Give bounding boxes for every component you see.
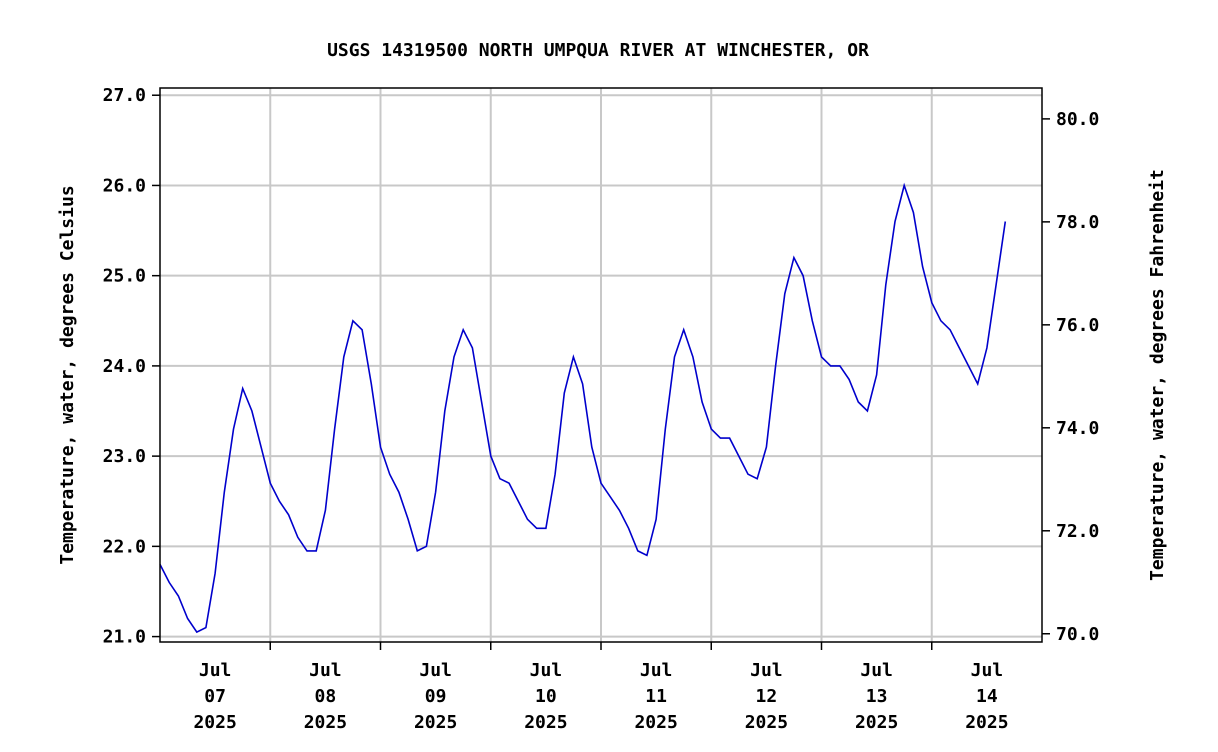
- y-tick-label: 22.0: [103, 536, 146, 557]
- x-tick-label-line: 14: [976, 686, 998, 707]
- y-tick-label: 27.0: [103, 85, 146, 106]
- plot-frame: [159, 87, 1043, 643]
- y-tick-label: 23.0: [103, 446, 146, 467]
- x-tick-label-line: 13: [866, 686, 888, 707]
- chart-title: USGS 14319500 NORTH UMPQUA RIVER AT WINC…: [327, 40, 869, 61]
- x-tick-label-line: 10: [535, 686, 557, 707]
- x-tick-label-line: 2025: [304, 712, 347, 733]
- y2-tick-label: 80.0: [1056, 109, 1099, 130]
- x-tick-label-line: Jul: [199, 660, 232, 681]
- x-tick-label-line: 07: [204, 686, 226, 707]
- x-tick-label: Jul 09 2025: [414, 660, 457, 733]
- x-tick-label-line: 08: [315, 686, 337, 707]
- data-line: [159, 182, 1007, 634]
- x-tick-label-line: 2025: [634, 712, 677, 733]
- x-tick-label-line: 2025: [193, 712, 236, 733]
- y2-axis-label: Temperature, water, degrees Fahrenheit: [1147, 169, 1168, 581]
- y2-tick-label: 72.0: [1056, 521, 1099, 542]
- x-tick-label: Jul 14 2025: [965, 660, 1008, 733]
- x-tick-label-line: 2025: [855, 712, 898, 733]
- x-tick-label: Jul 07 2025: [193, 660, 236, 733]
- y-axis-label: Temperature, water, degrees Celsius: [57, 185, 78, 564]
- y-tick-label: 24.0: [103, 356, 146, 377]
- y-tick-label: 25.0: [103, 266, 146, 287]
- x-tick-label-line: 2025: [745, 712, 788, 733]
- x-tick-label-line: Jul: [309, 660, 342, 681]
- x-tick-label-line: 11: [645, 686, 667, 707]
- x-tick-label: Jul 11 2025: [634, 660, 677, 733]
- x-tick-label-line: 2025: [965, 712, 1008, 733]
- y-tick-label: 21.0: [103, 627, 146, 648]
- x-tick-label: Jul 13 2025: [855, 660, 898, 733]
- x-tick-label-line: 2025: [414, 712, 457, 733]
- x-tick-label: Jul 10 2025: [524, 660, 567, 733]
- y-tick-label: 26.0: [103, 175, 146, 196]
- y2-tick-label: 74.0: [1056, 418, 1099, 439]
- x-tick-label-line: Jul: [860, 660, 893, 681]
- y2-tick-label: 76.0: [1056, 315, 1099, 336]
- x-tick-label-line: 2025: [524, 712, 567, 733]
- y2-tick-label: 70.0: [1056, 624, 1099, 645]
- x-tick-label-line: Jul: [971, 660, 1004, 681]
- x-tick-label-line: 12: [756, 686, 778, 707]
- x-tick-label-line: 09: [425, 686, 447, 707]
- x-tick-label-line: Jul: [640, 660, 673, 681]
- x-tick-label-line: Jul: [750, 660, 783, 681]
- x-tick-label-line: Jul: [419, 660, 452, 681]
- x-tick-label-line: Jul: [530, 660, 563, 681]
- x-tick-label: Jul 08 2025: [304, 660, 347, 733]
- y2-tick-label: 78.0: [1056, 212, 1099, 233]
- x-tick-label: Jul 12 2025: [745, 660, 788, 733]
